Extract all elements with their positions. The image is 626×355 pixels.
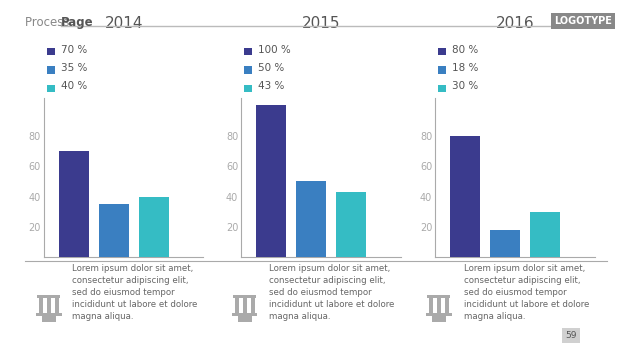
Text: 2016: 2016 [496, 16, 534, 31]
FancyBboxPatch shape [47, 48, 55, 55]
FancyBboxPatch shape [47, 85, 55, 92]
Text: 70 %: 70 % [61, 45, 88, 55]
Text: 30 %: 30 % [453, 81, 479, 92]
Bar [431, 316, 446, 322]
Text: Lorem ipsum dolor sit amet,
consectetur adipiscing elit,
sed do eiusmod tempor
i: Lorem ipsum dolor sit amet, consectetur … [464, 264, 590, 321]
Bar [38, 295, 60, 298]
Text: 35 %: 35 % [61, 63, 88, 73]
Bar [237, 316, 252, 322]
Bar [336, 192, 366, 257]
Bar [450, 136, 480, 257]
Text: 100 %: 100 % [259, 45, 291, 55]
Bar [54, 298, 59, 313]
Text: 40 %: 40 % [61, 81, 88, 92]
FancyBboxPatch shape [438, 85, 446, 92]
Bar [59, 151, 89, 257]
Bar [243, 298, 247, 313]
FancyBboxPatch shape [438, 48, 446, 55]
Text: 2014: 2014 [105, 16, 143, 31]
Bar [36, 313, 61, 316]
FancyBboxPatch shape [244, 66, 252, 73]
Bar [428, 295, 450, 298]
Text: Lorem ipsum dolor sit amet,
consectetur adipiscing elit,
sed do eiusmod tempor
i: Lorem ipsum dolor sit amet, consectetur … [72, 264, 197, 321]
Bar [232, 313, 257, 316]
FancyBboxPatch shape [244, 48, 252, 55]
Text: Page: Page [61, 16, 94, 29]
Text: 18 %: 18 % [453, 63, 479, 73]
Bar [490, 230, 520, 257]
Bar [138, 197, 168, 257]
FancyBboxPatch shape [47, 66, 55, 73]
Bar [429, 298, 433, 313]
FancyBboxPatch shape [438, 66, 446, 73]
Bar [426, 313, 451, 316]
Text: Process: Process [25, 16, 73, 29]
Bar [256, 105, 286, 257]
Bar [39, 298, 43, 313]
Bar [233, 295, 256, 298]
Text: 2015: 2015 [302, 16, 340, 31]
Bar [296, 181, 326, 257]
Bar [47, 298, 51, 313]
Text: 43 %: 43 % [259, 81, 285, 92]
FancyBboxPatch shape [244, 85, 252, 92]
Text: LOGOTYPE: LOGOTYPE [554, 16, 612, 26]
Bar [41, 316, 56, 322]
Text: Lorem ipsum dolor sit amet,
consectetur adipiscing elit,
sed do eiusmod tempor
i: Lorem ipsum dolor sit amet, consectetur … [269, 264, 394, 321]
Bar [437, 298, 441, 313]
Bar [99, 204, 128, 257]
Text: 80 %: 80 % [453, 45, 479, 55]
Bar [235, 298, 239, 313]
Bar [444, 298, 449, 313]
Bar [530, 212, 560, 257]
Text: 59: 59 [565, 331, 577, 340]
Bar [250, 298, 255, 313]
Text: 50 %: 50 % [259, 63, 285, 73]
